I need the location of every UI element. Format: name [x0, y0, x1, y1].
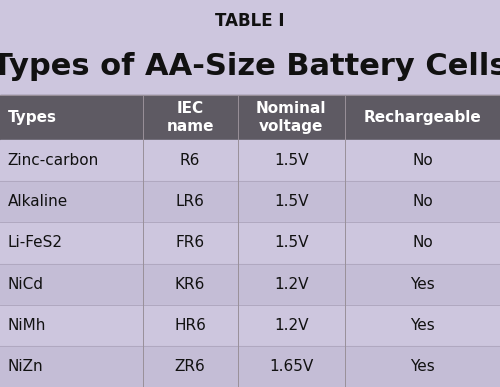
Text: No: No	[412, 235, 433, 250]
Bar	[0, 305, 500, 346]
Text: 1.5V: 1.5V	[274, 194, 308, 209]
Text: 1.2V: 1.2V	[274, 318, 308, 333]
Text: TABLE I: TABLE I	[215, 12, 285, 30]
Text: Li-FeS2: Li-FeS2	[8, 235, 62, 250]
Text: Nominal
voltage: Nominal voltage	[256, 101, 326, 134]
Text: Types: Types	[8, 110, 56, 125]
Text: 1.2V: 1.2V	[274, 277, 308, 292]
Text: NiCd: NiCd	[8, 277, 44, 292]
Text: NiMh: NiMh	[8, 318, 46, 333]
Text: Alkaline: Alkaline	[8, 194, 68, 209]
Text: No: No	[412, 194, 433, 209]
Bar	[0, 264, 500, 305]
Text: Zinc-carbon: Zinc-carbon	[8, 153, 99, 168]
Text: NiZn: NiZn	[8, 359, 43, 374]
Text: Yes: Yes	[410, 318, 435, 333]
Bar	[0, 140, 500, 181]
Text: 1.65V: 1.65V	[269, 359, 314, 374]
Text: IEC
name: IEC name	[166, 101, 214, 134]
Text: 1.5V: 1.5V	[274, 235, 308, 250]
Text: R6: R6	[180, 153, 200, 168]
Text: ZR6: ZR6	[174, 359, 206, 374]
Text: FR6: FR6	[176, 235, 204, 250]
Text: Yes: Yes	[410, 277, 435, 292]
Text: KR6: KR6	[175, 277, 205, 292]
Bar	[0, 95, 500, 140]
Text: HR6: HR6	[174, 318, 206, 333]
Text: Rechargeable: Rechargeable	[364, 110, 482, 125]
Bar	[0, 181, 500, 223]
Text: Types of AA-Size Battery Cells: Types of AA-Size Battery Cells	[0, 52, 500, 81]
Text: LR6: LR6	[176, 194, 204, 209]
Text: No: No	[412, 153, 433, 168]
Text: Yes: Yes	[410, 359, 435, 374]
Text: 1.5V: 1.5V	[274, 153, 308, 168]
Bar	[0, 223, 500, 264]
Bar	[0, 346, 500, 387]
